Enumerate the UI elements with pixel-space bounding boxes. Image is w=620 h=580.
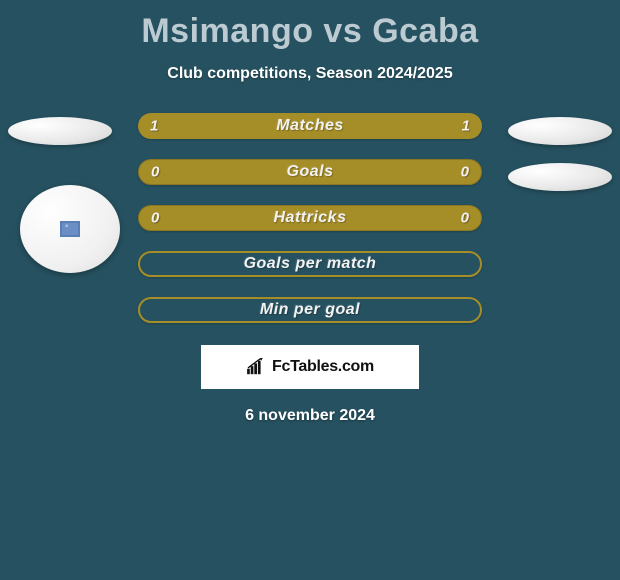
- stat-right-value: 0: [461, 210, 469, 227]
- stat-label: Matches: [276, 117, 344, 135]
- avatar-placeholder-right-1: [508, 117, 612, 145]
- stat-right-value: 1: [462, 118, 470, 135]
- stat-left-value: 0: [151, 164, 159, 181]
- branding-box: FcTables.com: [201, 345, 419, 389]
- branding-text: FcTables.com: [272, 358, 374, 376]
- club-badge-icon: [60, 221, 80, 237]
- avatar-placeholder-right-2: [508, 163, 612, 191]
- page-title: Msimango vs Gcaba: [0, 0, 620, 51]
- stat-rows: 1 Matches 1 0 Goals 0 0 Hattricks 0 Goal…: [138, 113, 482, 323]
- stat-left-value: 0: [151, 210, 159, 227]
- stat-row-hattricks: 0 Hattricks 0: [138, 205, 482, 231]
- stat-label: Hattricks: [274, 209, 347, 227]
- stat-label: Min per goal: [260, 301, 360, 319]
- stat-row-min-per-goal: Min per goal: [138, 297, 482, 323]
- stat-row-matches: 1 Matches 1: [138, 113, 482, 139]
- stat-left-value: 1: [150, 118, 158, 135]
- club-badge-left: [20, 185, 120, 273]
- subtitle: Club competitions, Season 2024/2025: [0, 65, 620, 83]
- comparison-content: 1 Matches 1 0 Goals 0 0 Hattricks 0 Goal…: [0, 113, 620, 425]
- stat-row-goals: 0 Goals 0: [138, 159, 482, 185]
- stat-label: Goals: [287, 163, 334, 181]
- stat-row-goals-per-match: Goals per match: [138, 251, 482, 277]
- avatar-placeholder-left: [8, 117, 112, 145]
- chart-icon: [246, 358, 268, 376]
- stat-label: Goals per match: [244, 255, 377, 273]
- stat-right-value: 0: [461, 164, 469, 181]
- date-text: 6 november 2024: [0, 407, 620, 425]
